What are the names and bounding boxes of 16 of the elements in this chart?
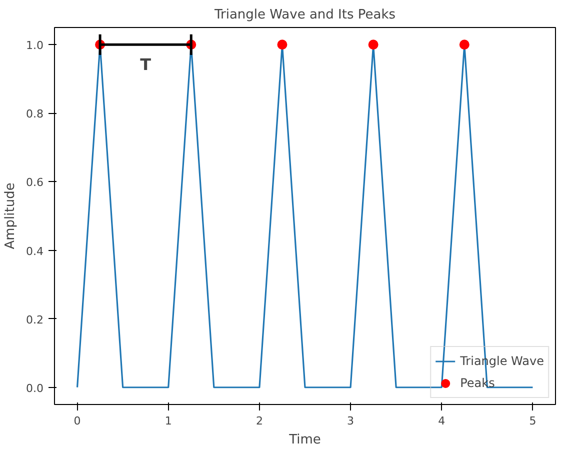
x-tick-label: 0	[74, 414, 81, 428]
annotation: T	[140, 55, 152, 74]
y-tick-label: 0.0	[26, 382, 44, 395]
x-axis-title: Time	[288, 432, 321, 448]
chart-title: Triangle Wave and Its Peaks	[213, 8, 396, 22]
y-axis-title: Amplitude	[3, 182, 18, 250]
x-tick-label: 2	[256, 414, 263, 428]
x-tick-label: 1	[164, 414, 172, 428]
y-tick-label: 0.2	[26, 313, 44, 326]
x-tick-label: 5	[529, 414, 536, 428]
x-tick-label: 3	[347, 414, 354, 428]
y-tick-label: 0.8	[26, 108, 44, 121]
y-tick-label: 0.4	[26, 244, 44, 258]
x-tick-label: 4	[438, 414, 446, 428]
y-tick-label: 0.6	[26, 176, 44, 190]
y-tick-label: 1.0	[26, 39, 44, 52]
